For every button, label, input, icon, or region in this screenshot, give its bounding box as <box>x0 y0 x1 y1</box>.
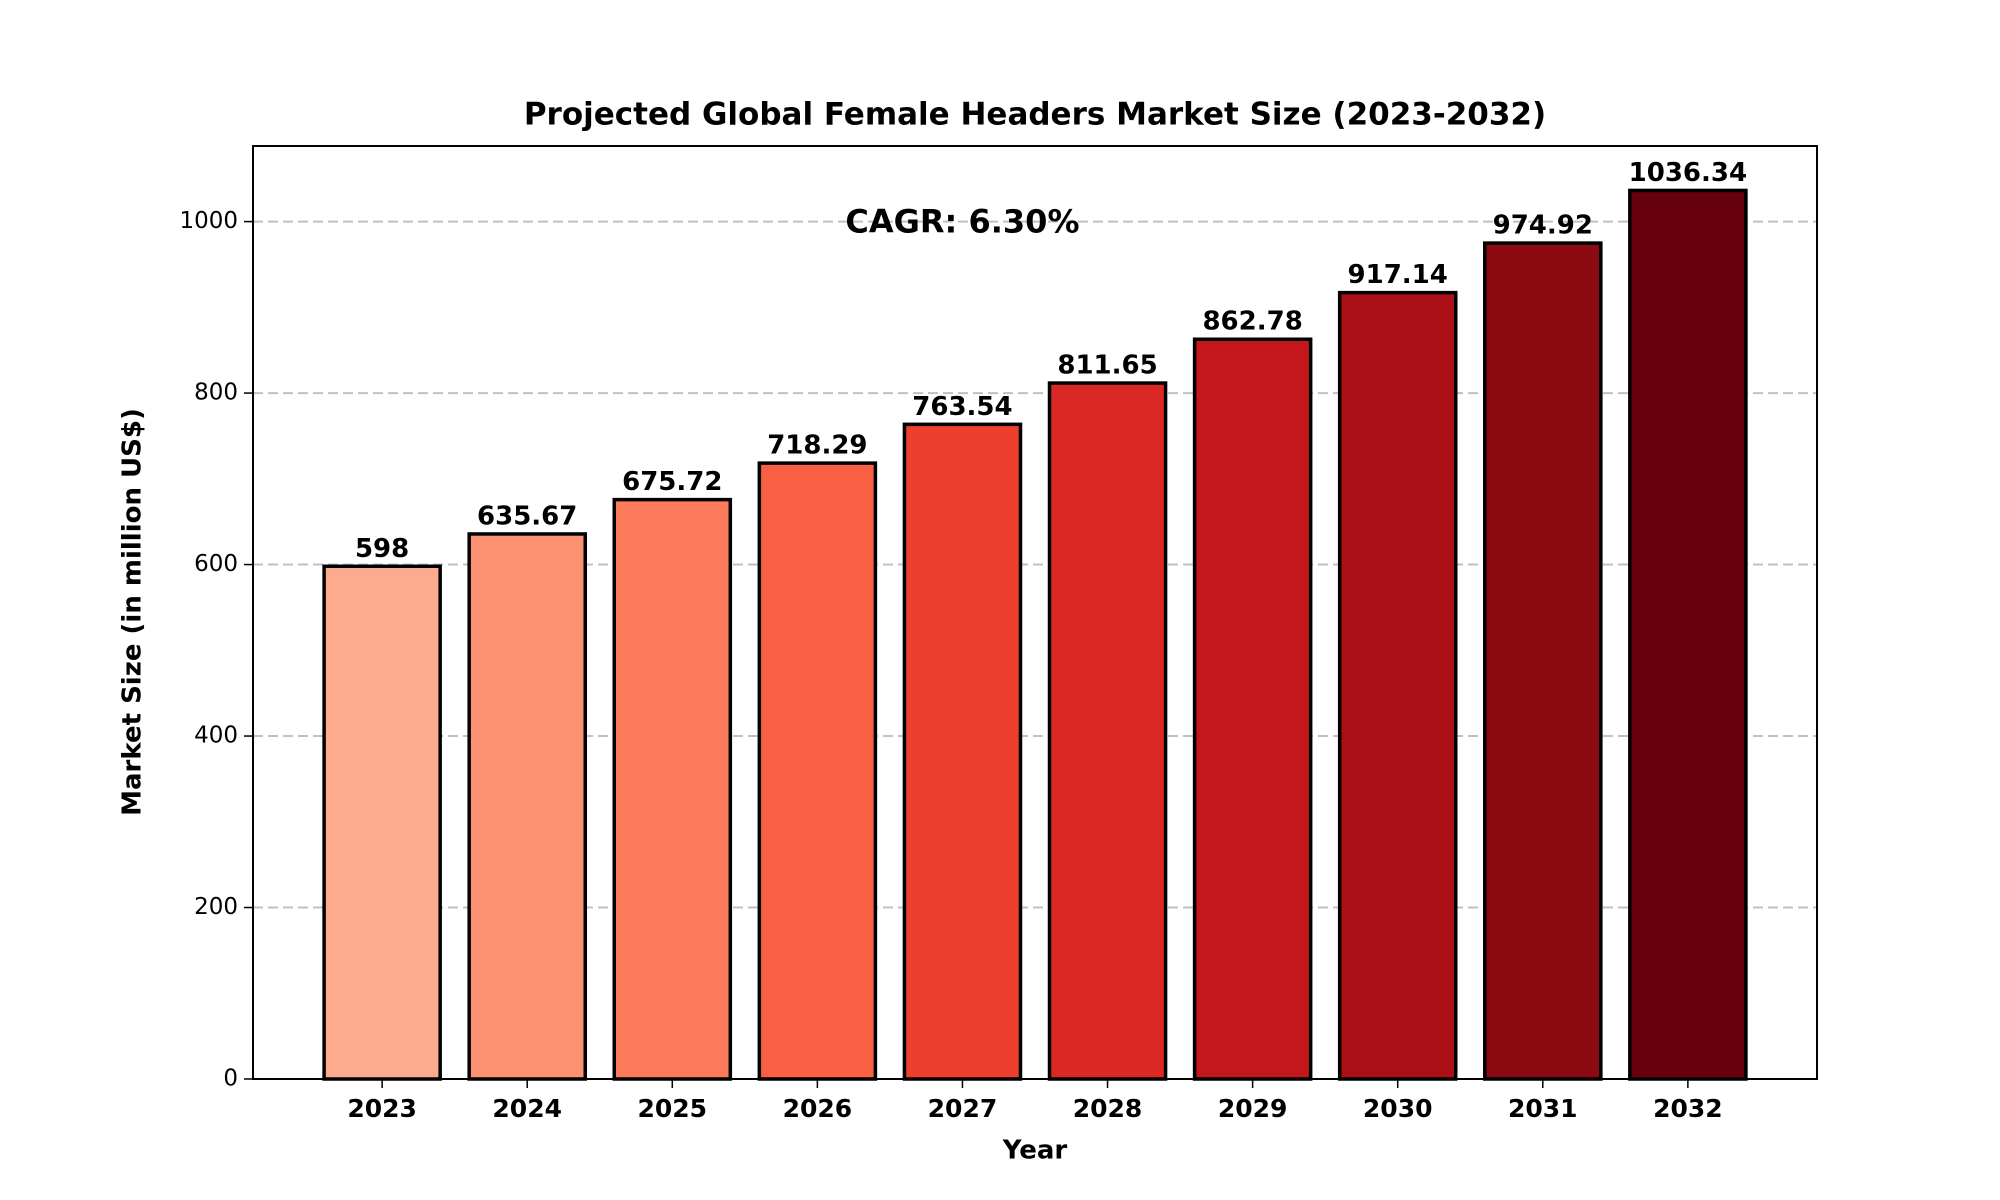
bar <box>612 497 733 1081</box>
x-tick-label: 2029 <box>1218 1094 1288 1123</box>
value-label: 811.65 <box>1057 351 1157 381</box>
bar <box>757 461 878 1081</box>
y-tick-label: 800 <box>194 380 238 406</box>
x-tick-label: 2030 <box>1363 1094 1433 1123</box>
value-label: 862.78 <box>1202 307 1302 337</box>
x-tick-label: 2026 <box>783 1094 853 1123</box>
x-tick-label: 2031 <box>1508 1094 1578 1123</box>
x-axis-label: Year <box>1002 1136 1068 1166</box>
bar <box>1047 381 1168 1081</box>
value-label: 1036.34 <box>1629 158 1747 188</box>
y-tick-label: 600 <box>194 551 238 577</box>
x-tick-label: 2023 <box>347 1094 417 1123</box>
bar <box>902 422 1023 1081</box>
value-label: 763.54 <box>912 392 1012 422</box>
bar <box>322 564 442 1081</box>
y-tick-label: 0 <box>223 1066 238 1092</box>
value-label: 675.72 <box>622 467 722 497</box>
x-tick-label: 2032 <box>1653 1094 1723 1123</box>
y-tick-label: 1000 <box>179 208 238 234</box>
bar <box>467 532 587 1081</box>
value-label: 917.14 <box>1348 260 1448 290</box>
chart-title: Projected Global Female Headers Market S… <box>524 97 1546 133</box>
value-label: 635.67 <box>477 501 577 531</box>
y-tick-label: 400 <box>194 723 238 749</box>
x-tick-label: 2027 <box>928 1094 998 1123</box>
x-tick-label: 2025 <box>637 1094 707 1123</box>
annotation: CAGR: 6.30% <box>845 203 1079 241</box>
x-tick-label: 2028 <box>1073 1094 1143 1123</box>
value-label: 974.92 <box>1493 211 1593 241</box>
value-label: 718.29 <box>767 431 867 461</box>
bar <box>1628 188 1748 1081</box>
bar <box>1192 337 1313 1081</box>
value-label: 598 <box>355 534 409 564</box>
x-tick-label: 2024 <box>492 1094 562 1123</box>
y-axis-label: Market Size (in million US$) <box>118 408 148 816</box>
bar <box>1337 290 1458 1081</box>
plot-frame <box>252 145 1818 1080</box>
y-tick-label: 200 <box>194 894 238 920</box>
bar <box>1483 241 1603 1081</box>
